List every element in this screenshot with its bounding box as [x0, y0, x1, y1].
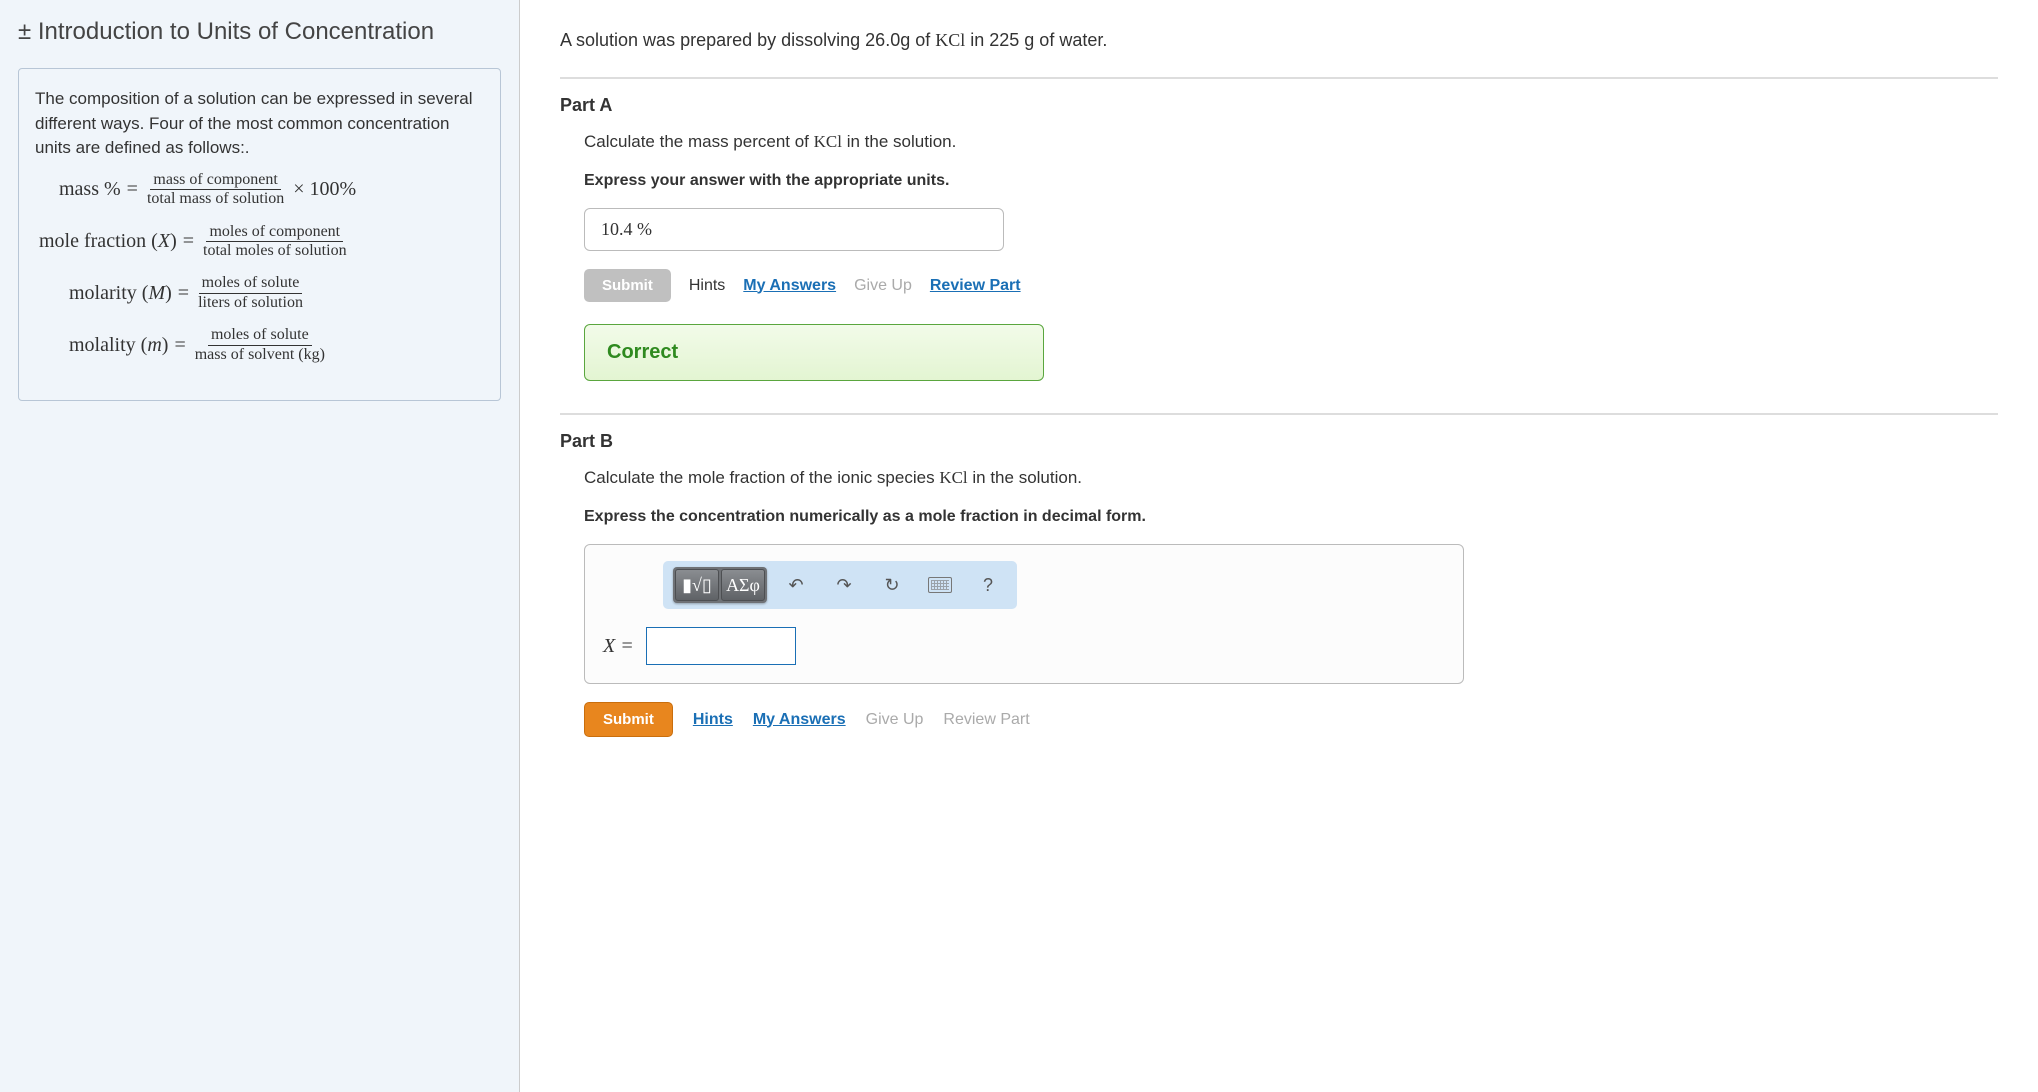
part-a-button-row: Submit Hints My Answers Give Up Review P…	[584, 269, 1998, 302]
equals-sign: =	[183, 227, 194, 256]
part-b-instruction: Express the concentration numerically as…	[584, 508, 1998, 526]
unit-title-text: Introduction to Units of Concentration	[38, 18, 434, 45]
formula-template-button[interactable]: ▮√▯	[675, 569, 719, 601]
denominator: mass of solvent (kg)	[192, 346, 328, 364]
part-a-question: Calculate the mass percent of KCl in the…	[584, 132, 1998, 152]
part-a-instruction: Express your answer with the appropriate…	[584, 172, 1998, 190]
fraction: mass of component total mass of solution	[144, 171, 287, 209]
right-panel: A solution was prepared by dissolving 26…	[520, 0, 2038, 1092]
reset-icon[interactable]: ↻	[873, 568, 911, 602]
divider	[560, 77, 1998, 79]
formula-tail: × 100%	[293, 175, 356, 204]
numerator: moles of component	[206, 223, 343, 242]
feedback-box: Correct	[584, 324, 1044, 381]
q-pre: Calculate the mole fraction of the ionic…	[584, 468, 939, 487]
q-species: KCl	[939, 468, 967, 487]
part-a-answer: 10.4 %	[584, 208, 1004, 251]
fraction: moles of solute mass of solvent (kg)	[192, 326, 328, 364]
submit-button[interactable]: Submit	[584, 702, 673, 737]
my-answers-link[interactable]: My Answers	[753, 711, 846, 729]
help-icon[interactable]: ?	[969, 568, 1007, 602]
problem-pre: A solution was prepared by dissolving 26…	[560, 30, 935, 50]
q-species: KCl	[814, 132, 842, 151]
give-up-link: Give Up	[854, 277, 912, 295]
q-pre: Calculate the mass percent of	[584, 132, 814, 151]
hints-link[interactable]: Hints	[693, 711, 733, 729]
q-post: in the solution.	[968, 468, 1082, 487]
review-part-link[interactable]: Review Part	[943, 711, 1029, 729]
redo-icon[interactable]: ↷	[825, 568, 863, 602]
my-answers-link[interactable]: My Answers	[743, 277, 836, 295]
part-a-body: Calculate the mass percent of KCl in the…	[560, 132, 1998, 381]
divider	[560, 413, 1998, 415]
problem-post: in 225 g of water.	[965, 30, 1107, 50]
formula-label: mass %	[59, 175, 121, 204]
problem-species: KCl	[935, 30, 965, 50]
variable-label: X =	[603, 635, 634, 658]
collapse-toggle[interactable]: ±	[18, 18, 31, 45]
give-up-link[interactable]: Give Up	[866, 711, 924, 729]
equation-toolbar: ▮√▯ ΑΣφ ↶ ↷ ↻ ?	[663, 561, 1017, 609]
equals-sign: =	[178, 279, 189, 308]
keyboard-icon[interactable]	[921, 568, 959, 602]
fraction: moles of solute liters of solution	[195, 274, 306, 312]
numerator: moles of solute	[208, 326, 312, 345]
info-box: The composition of a solution can be exp…	[18, 68, 501, 401]
part-b-heading: Part B	[560, 431, 1998, 452]
denominator: total moles of solution	[200, 242, 350, 260]
problem-statement: A solution was prepared by dissolving 26…	[560, 30, 1998, 51]
submit-button: Submit	[584, 269, 671, 302]
formula-label: molality (m)	[69, 331, 168, 360]
denominator: liters of solution	[195, 294, 306, 312]
equals-sign: =	[127, 175, 138, 204]
numerator: moles of solute	[199, 274, 303, 293]
symbol-button-group: ▮√▯ ΑΣφ	[673, 567, 767, 603]
q-post: in the solution.	[842, 132, 956, 151]
fraction: moles of component total moles of soluti…	[200, 223, 350, 261]
equation-row: X =	[603, 627, 1445, 665]
left-panel: ± Introduction to Units of Concentration…	[0, 0, 520, 1092]
greek-letters-button[interactable]: ΑΣφ	[721, 569, 765, 601]
formula-molarity: molarity (M) = moles of solute liters of…	[69, 274, 484, 312]
part-b-body: Calculate the mole fraction of the ionic…	[560, 468, 1998, 737]
feedback-text: Correct	[607, 341, 678, 363]
part-b-answer-panel: ▮√▯ ΑΣφ ↶ ↷ ↻ ? X =	[584, 544, 1464, 684]
part-b-question: Calculate the mole fraction of the ionic…	[584, 468, 1998, 488]
formula-label: molarity (M)	[69, 279, 172, 308]
formula-label: mole fraction (X)	[39, 227, 177, 256]
hints-link[interactable]: Hints	[689, 277, 725, 295]
numerator: mass of component	[150, 171, 280, 190]
unit-title: ± Introduction to Units of Concentration	[18, 18, 501, 46]
intro-text: The composition of a solution can be exp…	[35, 87, 484, 161]
formula-mass-percent: mass % = mass of component total mass of…	[59, 171, 484, 209]
undo-icon[interactable]: ↶	[777, 568, 815, 602]
part-a-heading: Part A	[560, 95, 1998, 116]
part-b-button-row: Submit Hints My Answers Give Up Review P…	[584, 702, 1998, 737]
review-part-link[interactable]: Review Part	[930, 277, 1021, 295]
formula-molality: molality (m) = moles of solute mass of s…	[69, 326, 484, 364]
denominator: total mass of solution	[144, 190, 287, 208]
answer-input[interactable]	[646, 627, 796, 665]
formula-mole-fraction: mole fraction (X) = moles of component t…	[39, 223, 484, 261]
equals-sign: =	[174, 331, 185, 360]
